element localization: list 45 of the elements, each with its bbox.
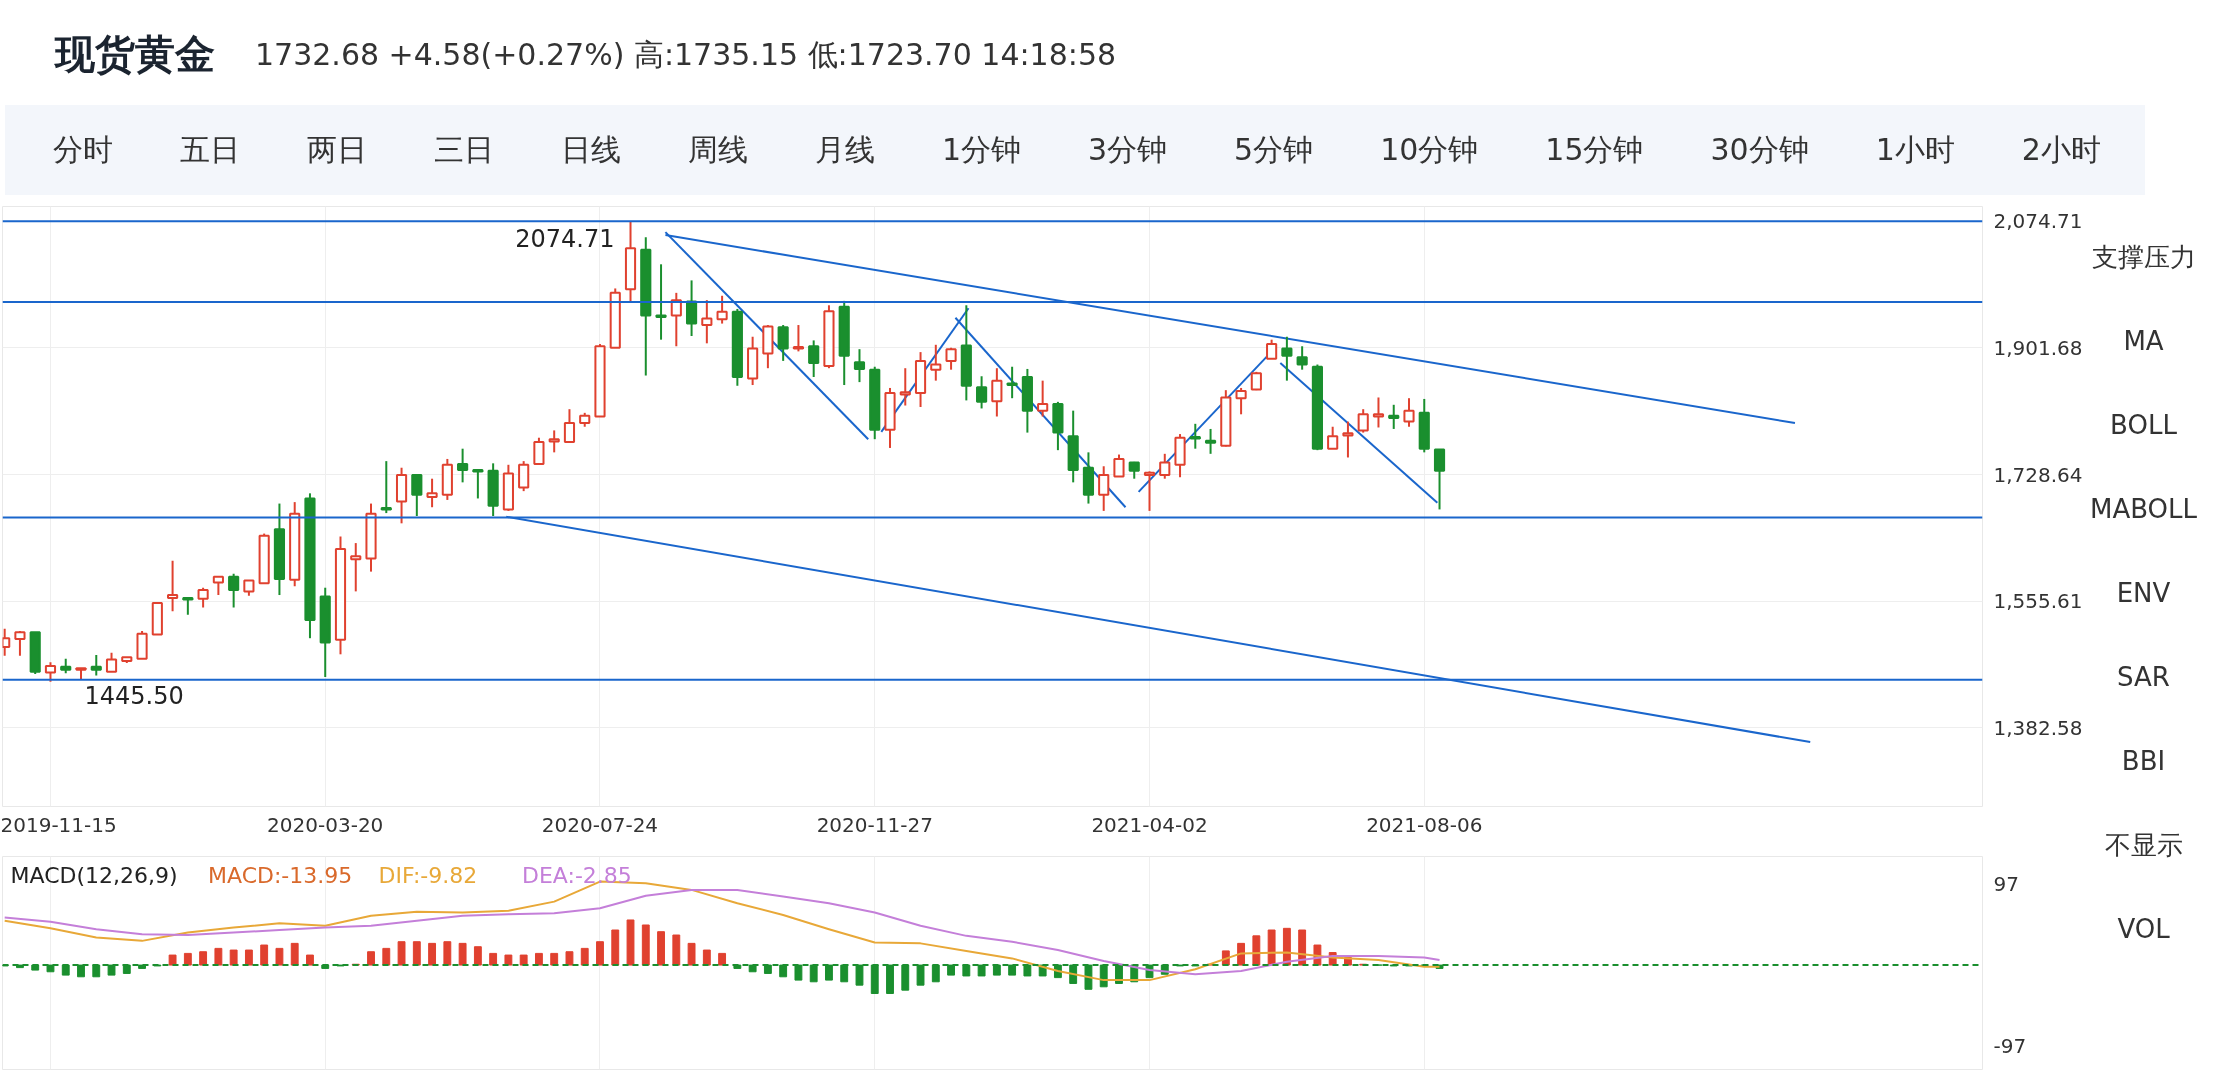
- text: 五日: [179, 130, 240, 169]
- series-label: DIF:-9.82: [378, 862, 478, 888]
- text: 不显示: [2103, 829, 2184, 862]
- text: BOLL: [2109, 409, 2178, 442]
- text: 1分钟: [941, 130, 1021, 169]
- y-tick-label: 1,901.68: [1993, 335, 2083, 360]
- y-tick-label: 1,382.58: [1993, 715, 2083, 740]
- text: 三日: [433, 130, 494, 169]
- text: 月线: [814, 130, 875, 169]
- text: VOL: [2116, 913, 2171, 946]
- text: BBI: [2120, 745, 2167, 778]
- text: 2小时: [2021, 130, 2101, 169]
- text: ENV: [2115, 577, 2172, 610]
- text: MA: [2122, 325, 2165, 358]
- text: 1小时: [1875, 130, 1955, 169]
- x-tick-label: 2021-04-02: [1091, 812, 1208, 837]
- text: 两日: [306, 130, 367, 169]
- y-tick-label: 1,555.61: [1993, 589, 2083, 614]
- y-tick-label: 2,074.71: [1993, 209, 2083, 234]
- text: 1732.68 +4.58(+0.27%) 高:1735.15 低:1723.70 14:18:58: [255, 35, 1117, 74]
- annotation: 1445.50: [84, 681, 184, 710]
- text: MACD:-13.95: [208, 862, 353, 888]
- annotation: 2074.71: [515, 225, 615, 254]
- text: MABOLL: [2090, 493, 2198, 526]
- x-tick-label: 2020-11-27: [816, 812, 933, 837]
- x-tick-label: 2021-08-06: [1366, 812, 1483, 837]
- text: 日线: [560, 130, 621, 169]
- text: 现货黄金: [55, 30, 215, 80]
- y-tick-label: 1,728.64: [1993, 462, 2083, 487]
- y-tick-label: -97: [1993, 1034, 2027, 1059]
- x-tick-label: 2019-11-15: [0, 812, 117, 837]
- chart-title: MACD(12,26,9): [10, 862, 178, 888]
- text: SAR: [2116, 661, 2171, 694]
- text: 30分钟: [1710, 130, 1809, 169]
- y-tick-label: 97: [1993, 872, 2019, 897]
- x-tick-label: 2020-03-20: [267, 812, 384, 837]
- x-tick-label: 2020-07-24: [541, 812, 659, 837]
- text: 10分钟: [1380, 130, 1479, 169]
- text: 3分钟: [1087, 130, 1168, 169]
- text: 支撑压力: [2090, 241, 2197, 274]
- text: 15分钟: [1545, 130, 1644, 169]
- text: 5分钟: [1234, 130, 1314, 169]
- text: 分时: [53, 130, 113, 169]
- series-label: DEA:-2.85: [522, 862, 632, 888]
- text: 周线: [687, 130, 748, 169]
